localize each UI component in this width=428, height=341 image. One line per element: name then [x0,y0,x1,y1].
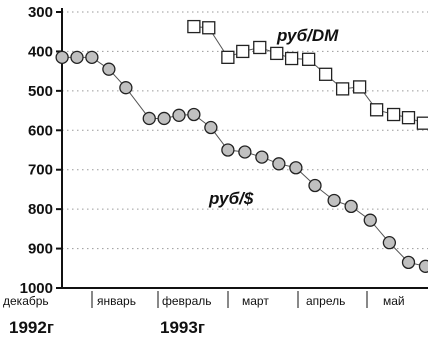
data-point [335,82,350,96]
series-label: руб/DM [276,26,339,45]
data-point [289,161,303,175]
data-point [401,255,416,270]
y-tick-label: 300 [28,4,53,21]
data-point [318,67,333,81]
data-point [301,52,316,66]
gridlines [62,11,428,250]
y-tick-label: 400 [28,43,53,60]
x-axis-labels: декабрь январь февраль март апрель май 1992г 19… [3,291,405,337]
data-point [386,107,401,122]
data-point [418,259,428,273]
data-points [55,19,428,273]
series-line [62,56,426,267]
data-point [142,111,156,126]
data-point [382,236,397,250]
data-point [187,19,201,34]
data-point [55,50,69,64]
y-tick-label: 500 [28,83,53,100]
month-label: май [383,294,405,308]
data-point [172,108,186,122]
data-point [344,199,358,214]
data-point [270,46,284,61]
series-labels: руб/$ руб/DM [208,26,339,208]
year-label: 1992г [9,318,54,337]
data-point [327,193,341,208]
data-point [416,116,428,130]
y-tick-labels: 300 400 500 600 700 800 900 1000 [20,4,53,297]
data-point [204,120,218,135]
y-tick-label: 1000 [20,280,53,297]
data-point [70,50,84,64]
year-label: 1993г [160,318,205,337]
month-label: март [242,294,269,308]
data-point [221,50,235,64]
data-point [352,80,367,94]
month-label: январь [97,294,136,308]
data-point [119,81,133,95]
y-tick-label: 700 [28,162,53,179]
y-tick-label: 800 [28,201,53,218]
data-point [238,145,252,159]
data-point [236,44,250,59]
data-point [308,178,322,193]
data-point [401,111,416,125]
data-point [221,143,235,157]
data-point [202,21,216,35]
data-point [255,150,269,164]
month-label: апрель [306,294,345,308]
series-label: руб/$ [208,189,254,208]
data-point [363,213,377,227]
data-point [272,157,286,171]
month-label: февраль [162,294,212,308]
data-point [102,62,116,76]
data-point [284,51,299,66]
data-point [157,111,171,126]
y-tick-label: 900 [28,241,53,258]
data-point [369,103,384,117]
data-point [85,50,99,64]
data-point [187,107,201,122]
month-label: декабрь [3,294,49,308]
y-tick-label: 600 [28,122,53,139]
data-point [253,40,267,55]
